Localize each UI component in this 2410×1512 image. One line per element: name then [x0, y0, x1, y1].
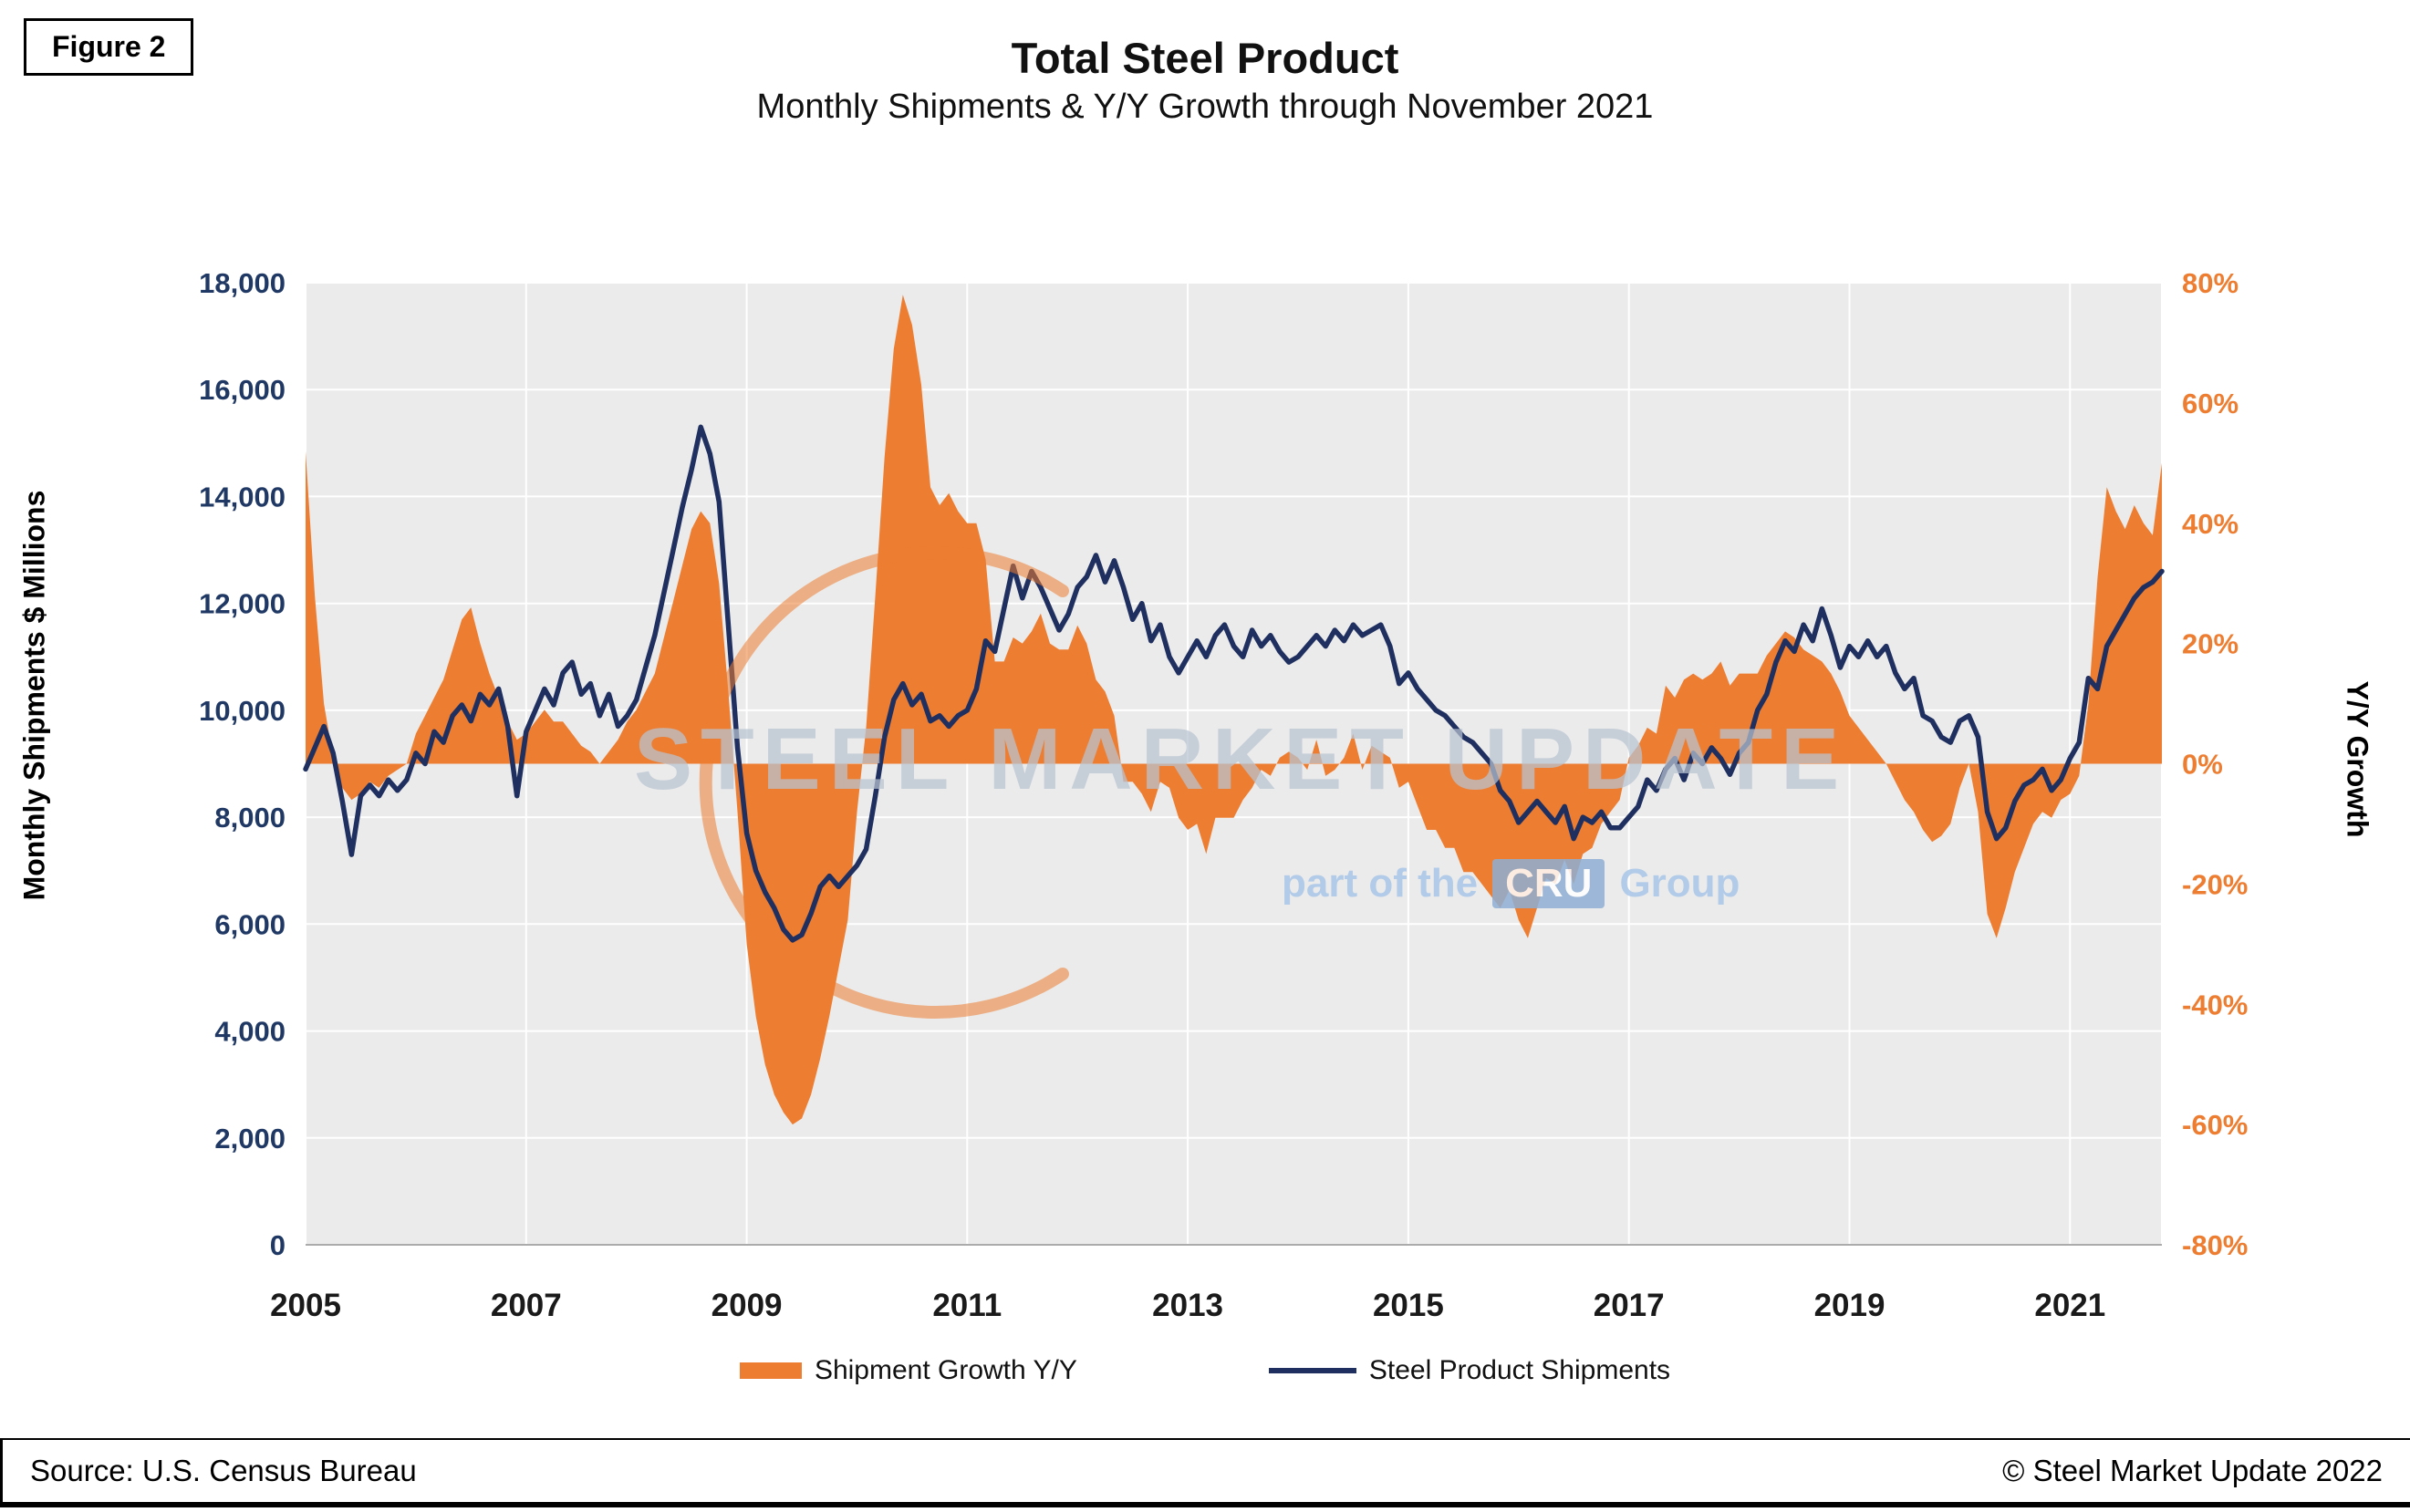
left-tick-label: 16,000 — [199, 374, 286, 406]
left-tick-label: 6,000 — [214, 908, 286, 940]
right-tick-label: -60% — [2182, 1109, 2248, 1141]
right-tick-label: -80% — [2182, 1229, 2248, 1261]
right-axis-ticks: -80% -60% -40% -20% 0% 20% 40% 60% 80% — [2182, 267, 2248, 1261]
x-tick-label: 2013 — [1152, 1288, 1223, 1323]
legend: Shipment Growth Y/Y Steel Product Shipme… — [0, 1355, 2410, 1386]
x-tick-label: 2009 — [712, 1288, 783, 1323]
left-tick-label: 0 — [270, 1229, 286, 1261]
legend-label-shipments: Steel Product Shipments — [1368, 1355, 1671, 1385]
x-tick-label: 2007 — [491, 1288, 562, 1323]
legend-item-shipments: Steel Product Shipments — [1268, 1355, 1671, 1386]
left-tick-label: 4,000 — [214, 1016, 286, 1048]
legend-label-growth: Shipment Growth Y/Y — [814, 1355, 1077, 1385]
copyright-text: © Steel Market Update 2022 — [2002, 1454, 2383, 1487]
left-tick-label: 8,000 — [214, 802, 286, 834]
right-tick-label: -40% — [2182, 989, 2248, 1020]
left-tick-label: 14,000 — [199, 481, 286, 513]
right-tick-label: -20% — [2182, 868, 2248, 900]
right-tick-label: 60% — [2182, 388, 2239, 419]
right-tick-label: 20% — [2182, 628, 2239, 660]
x-tick-label: 2019 — [1814, 1288, 1885, 1323]
x-axis-ticks: 2005 2007 2009 2011 2013 2015 2017 2019 2021 — [270, 1288, 2105, 1323]
legend-line-swatch — [1268, 1368, 1356, 1373]
legend-area-swatch — [739, 1362, 802, 1379]
x-tick-label: 2017 — [1594, 1288, 1665, 1323]
x-tick-label: 2021 — [2034, 1288, 2105, 1323]
x-tick-label: 2011 — [932, 1288, 1002, 1323]
legend-item-growth: Shipment Growth Y/Y — [739, 1355, 1077, 1386]
footer: Source: U.S. Census Bureau © Steel Marke… — [0, 1438, 2410, 1507]
source-text: Source: U.S. Census Bureau — [30, 1454, 417, 1487]
left-tick-label: 12,000 — [199, 588, 286, 620]
left-tick-label: 18,000 — [199, 267, 286, 299]
x-tick-label: 2015 — [1373, 1288, 1444, 1323]
left-tick-label: 10,000 — [199, 695, 286, 727]
right-tick-label: 80% — [2182, 267, 2239, 299]
right-tick-label: 0% — [2182, 749, 2223, 781]
chart-subtitle: Monthly Shipments & Y/Y Growth through N… — [756, 88, 1654, 126]
x-tick-label: 2005 — [270, 1288, 341, 1323]
left-tick-label: 2,000 — [214, 1123, 286, 1155]
left-axis-ticks: 0 2,000 4,000 6,000 8,000 10,000 12,000 14,000 1… — [199, 267, 286, 1261]
shipments-line — [303, 424, 2165, 943]
right-tick-label: 40% — [2182, 508, 2239, 540]
figure-badge: Figure 2 — [24, 18, 194, 76]
chart-title: Total Steel Product — [1011, 34, 1399, 82]
